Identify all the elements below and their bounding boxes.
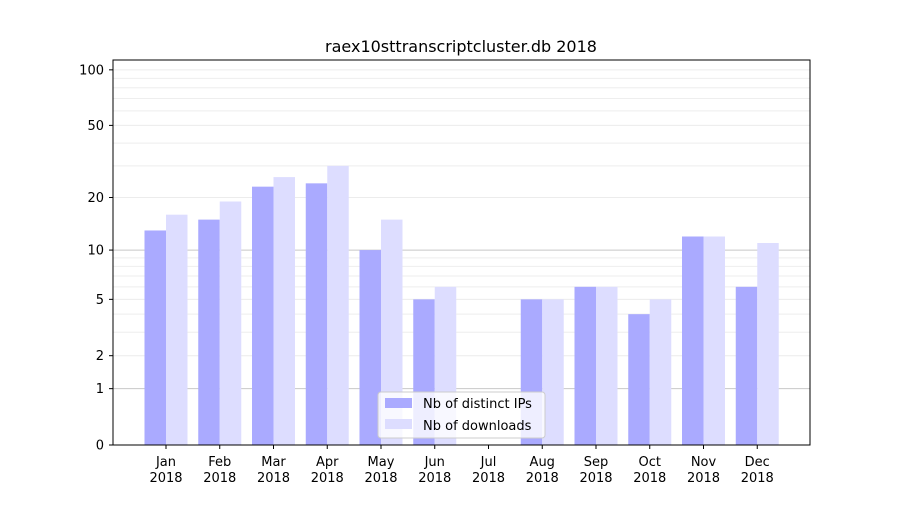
y-tick-label: 100 — [79, 63, 104, 78]
x-tick-label: 2018 — [364, 471, 397, 486]
bar-downloads — [381, 219, 403, 445]
bar-ips — [359, 250, 381, 445]
legend-swatch-downloads — [385, 419, 412, 429]
axes-frame — [112, 59, 811, 446]
legend: Nb of distinct IPs Nb of downloads — [377, 391, 546, 439]
bar-downloads — [166, 214, 188, 445]
x-tick-label: Aug — [530, 455, 555, 470]
legend-label-ips: Nb of distinct IPs — [423, 397, 532, 412]
bar-downloads — [542, 299, 564, 445]
bar-downloads — [703, 236, 725, 445]
x-tick-label: 2018 — [257, 471, 290, 486]
x-tick-label: 2018 — [149, 471, 182, 486]
bar-ips — [144, 230, 166, 445]
bar-downloads — [757, 243, 779, 445]
bar-downloads — [327, 165, 349, 445]
bar-downloads — [649, 299, 672, 445]
y-tick-label: 1 — [96, 382, 104, 397]
legend-label-downloads: Nb of downloads — [423, 419, 532, 434]
x-tick-label: Jul — [480, 455, 497, 470]
bar-ips — [628, 314, 650, 445]
bar-ips — [682, 236, 704, 445]
bar-ips — [198, 219, 220, 445]
y-axis: 0 1 2 5 10 20 50 100 — [79, 63, 113, 454]
x-tick-label: Dec — [745, 455, 770, 470]
x-tick-label: Mar — [261, 455, 286, 470]
y-tick-label: 20 — [87, 191, 104, 206]
x-tick-label: 2018 — [526, 471, 559, 486]
x-tick-label: Jun — [424, 455, 445, 470]
x-tick-label: 2018 — [633, 471, 666, 486]
chart-title: raex10sttranscriptcluster.db 2018 — [325, 37, 597, 56]
legend-box — [377, 391, 546, 439]
x-tick-label: May — [368, 455, 395, 470]
x-tick-label: 2018 — [579, 471, 612, 486]
y-tick-label: 10 — [87, 244, 104, 259]
x-tick-label: Feb — [208, 455, 231, 470]
bar-ips — [735, 286, 758, 445]
x-tick-label: 2018 — [741, 471, 774, 486]
x-tick-label: Apr — [316, 455, 339, 470]
y-tick-label: 50 — [87, 119, 104, 134]
x-tick-label: 2018 — [418, 471, 451, 486]
x-tick-label: Oct — [639, 455, 661, 470]
bar-ips — [252, 186, 274, 446]
bar-downloads — [219, 201, 242, 445]
x-tick-label: Nov — [691, 455, 717, 470]
y-tick-label: 5 — [96, 293, 104, 308]
x-tick-label: Sep — [584, 455, 609, 470]
x-tick-label: Jan — [155, 455, 176, 470]
x-tick-label: 2018 — [687, 471, 720, 486]
y-tick-label: 0 — [96, 439, 104, 454]
bar-ips — [305, 183, 328, 445]
x-tick-label: 2018 — [203, 471, 236, 486]
y-tick-label: 2 — [96, 349, 104, 364]
bar-downloads — [596, 286, 618, 445]
bar-downloads — [273, 177, 295, 445]
x-tick-label: 2018 — [311, 471, 344, 486]
legend-swatch-ips — [385, 398, 412, 408]
x-axis: Jan2018Feb2018Mar2018Apr2018May2018Jun20… — [149, 445, 774, 486]
x-tick-label: 2018 — [472, 471, 505, 486]
bar-ips — [574, 286, 596, 445]
